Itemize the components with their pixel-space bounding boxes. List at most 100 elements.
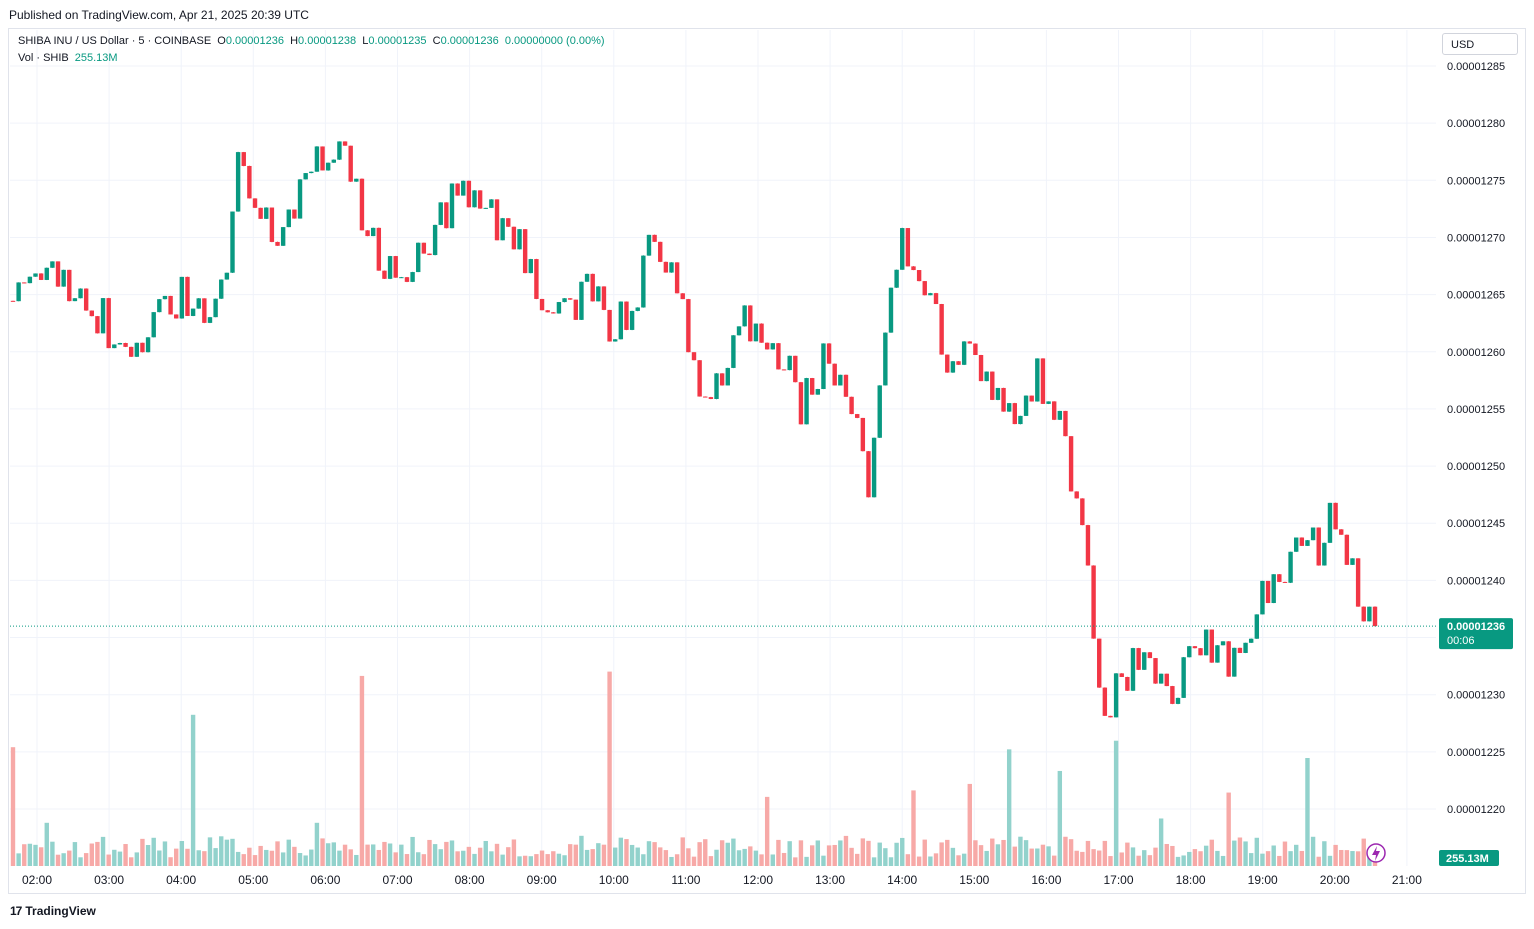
candle-body <box>1237 647 1243 653</box>
candle-body <box>1361 606 1366 622</box>
volume-bar <box>759 854 764 866</box>
volume-bar <box>1023 840 1029 866</box>
volume-bar <box>973 840 978 866</box>
candle-body <box>973 343 978 356</box>
volume-bar <box>342 844 348 866</box>
currency-selector[interactable]: USD <box>1442 33 1518 55</box>
volume-bar <box>584 849 590 866</box>
volume-bar <box>61 853 66 866</box>
candle-body <box>376 227 382 271</box>
candle-body <box>190 308 196 316</box>
tradingview-logo[interactable]: 17 TradingView <box>10 904 96 918</box>
candle-body <box>286 209 291 228</box>
countdown-value: 00:06 <box>1447 635 1475 647</box>
candle-body <box>646 234 652 256</box>
time-tick-label: 18:00 <box>1176 873 1206 887</box>
legend-vol-label[interactable]: Vol · SHIB <box>18 52 69 64</box>
volume-bar <box>787 841 792 866</box>
volume-bar <box>264 849 269 866</box>
legend-ohlc: SHIBA INU / US Dollar · 5 · COINBASE O0.… <box>18 35 605 47</box>
candle-body <box>1294 537 1299 552</box>
volume-bar <box>590 849 595 866</box>
price-tick-label: 0.00001230 <box>1447 690 1505 702</box>
candle-body <box>1080 498 1085 526</box>
volume-bar <box>629 844 635 866</box>
volume-bar <box>168 857 173 866</box>
volume-bar <box>179 841 185 866</box>
volume-bar <box>1018 836 1023 866</box>
candle-body <box>674 262 680 294</box>
candle-body <box>539 298 545 311</box>
volume-bar <box>202 851 207 866</box>
candle-body <box>1063 410 1068 437</box>
candle-body <box>748 305 753 342</box>
volume-bar <box>38 847 44 866</box>
price-tick-label: 0.00001275 <box>1447 175 1505 187</box>
candle-body <box>1006 403 1012 412</box>
volume-bar <box>376 849 382 866</box>
candle-body <box>72 298 78 302</box>
chart-frame[interactable] <box>8 28 1526 894</box>
volume-bar <box>990 838 995 866</box>
volume-bar <box>95 841 100 866</box>
volume-bar <box>804 856 809 866</box>
candle-body <box>258 207 263 219</box>
volume-bar <box>1248 853 1254 866</box>
volume-bar <box>387 843 393 866</box>
candle-body <box>866 451 871 498</box>
volume-bar <box>140 838 145 866</box>
volume-bar <box>78 857 83 866</box>
candle-body <box>292 209 297 219</box>
candle-body <box>534 259 539 299</box>
candle-body <box>359 178 365 231</box>
time-tick-label: 14:00 <box>887 873 917 887</box>
candle-body <box>725 367 730 386</box>
candle-body <box>584 273 590 282</box>
volume-bar <box>1130 847 1136 866</box>
candle-body <box>1215 645 1220 663</box>
candle-body <box>1232 647 1237 677</box>
candle-body <box>1074 491 1079 499</box>
volume-bar <box>776 839 781 866</box>
candle-body <box>1051 401 1057 420</box>
volume-bar <box>410 836 415 866</box>
candle-body <box>393 256 398 278</box>
candle-body <box>230 211 235 273</box>
candle-body <box>174 314 179 319</box>
volume-bar <box>1085 840 1091 866</box>
candle-body <box>78 288 83 299</box>
candle-body <box>551 312 556 314</box>
candle-body <box>387 256 393 279</box>
volume-bar <box>134 852 140 866</box>
candle-body <box>461 180 466 196</box>
candle-body <box>1367 606 1372 622</box>
volume-bar <box>404 854 410 866</box>
volume-bar <box>522 855 528 866</box>
candle-body <box>1057 410 1063 420</box>
volume-bar <box>10 747 16 866</box>
price-tick-label: 0.00001280 <box>1447 118 1505 130</box>
candle-body <box>1327 502 1333 543</box>
candle-body <box>1108 715 1113 718</box>
candle-body <box>128 346 134 357</box>
volume-bar <box>1209 839 1214 866</box>
legend-symbol[interactable]: SHIBA INU / US Dollar · 5 · COINBASE <box>18 35 212 47</box>
candle-body <box>325 162 331 171</box>
volume-bar <box>556 853 562 866</box>
volume-bar <box>320 838 325 866</box>
volume-bar <box>551 851 556 866</box>
time-tick-label: 11:00 <box>671 873 700 887</box>
candles <box>10 141 1378 718</box>
candle-body <box>472 190 477 208</box>
volume-bar <box>731 838 736 866</box>
candle-body <box>123 343 128 347</box>
volume-bars <box>10 671 1378 866</box>
candle-body <box>1310 527 1316 541</box>
candle-body <box>489 199 494 208</box>
candle-body <box>213 298 218 318</box>
candle-body <box>753 323 759 342</box>
candle-body <box>697 360 702 397</box>
volume-bar <box>309 849 314 866</box>
volume-bar <box>1147 855 1153 866</box>
